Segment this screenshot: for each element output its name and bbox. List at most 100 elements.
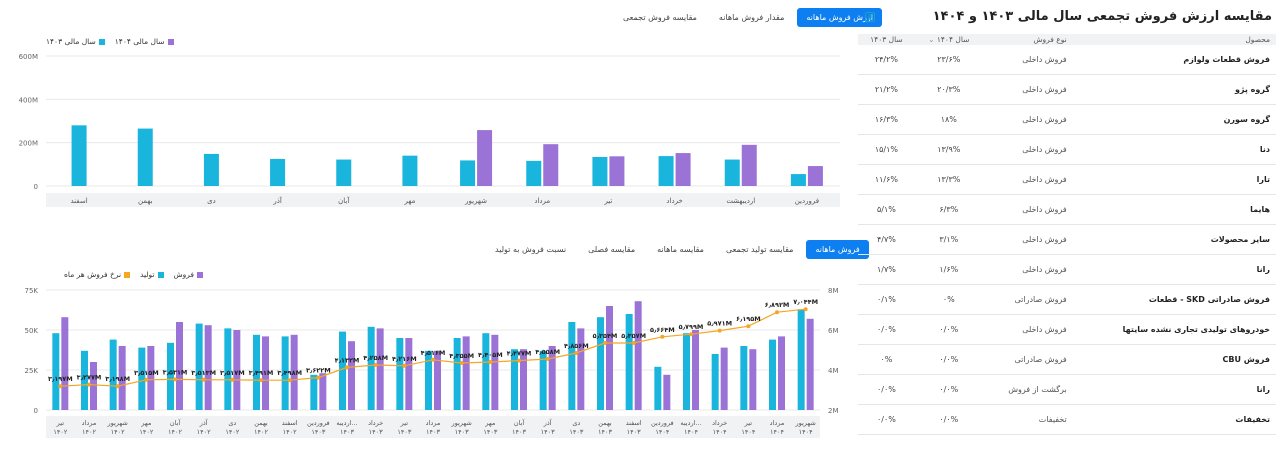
rate-point[interactable] [144, 377, 149, 382]
rate-point[interactable] [631, 341, 636, 345]
rate-point[interactable] [230, 377, 235, 382]
bar-sales[interactable] [462, 336, 470, 410]
bar-sales[interactable] [606, 306, 613, 410]
table-row[interactable]: دنا فروش داخلی ۱۳/۹% ۱۵/۱% [858, 134, 1276, 165]
rate-point[interactable] [431, 357, 435, 362]
bar-sales[interactable] [806, 318, 814, 410]
bar-sales[interactable] [262, 336, 269, 410]
bar-sales[interactable] [147, 346, 155, 410]
bar-production[interactable] [281, 336, 289, 410]
bar-production[interactable] [453, 338, 461, 410]
bar-production[interactable] [711, 354, 719, 410]
bar-production[interactable] [769, 339, 776, 410]
bar-production[interactable] [539, 350, 547, 410]
bar-sales[interactable] [491, 334, 499, 410]
rate-point[interactable] [402, 363, 407, 368]
tab-seasonal-comparison[interactable]: مقایسه فصلی [588, 245, 636, 254]
rate-point[interactable] [689, 332, 693, 337]
table-row[interactable]: رانا برگشت از فروش ۰/۰% ۰/۰% [858, 374, 1276, 405]
rate-point[interactable] [459, 361, 464, 365]
rate-point[interactable] [173, 377, 177, 382]
bar-production[interactable] [740, 346, 748, 410]
bar-sales[interactable] [61, 317, 69, 410]
legend-item-1404[interactable]: سال مالی ۱۴۰۴ [115, 37, 174, 46]
table-row[interactable]: تارا فروش داخلی ۱۳/۳% ۱۱/۶% [858, 164, 1276, 195]
bar-1403[interactable] [137, 128, 153, 186]
table-row[interactable]: فروش قطعات ولوازم فروش داخلی ۲۳/۶% ۲۴/۲% [858, 45, 1276, 75]
bar-sales[interactable] [520, 349, 527, 410]
tab-monthly-sales-quantity[interactable]: مقدار فروش ماهانه [718, 13, 785, 22]
rate-point[interactable] [373, 363, 378, 367]
bar-1404[interactable] [477, 130, 493, 186]
bar-sales[interactable] [749, 349, 757, 410]
bar-production[interactable] [511, 349, 518, 410]
table-row[interactable]: هایما فروش داخلی ۶/۳% ۵/۱% [858, 194, 1276, 225]
col-header-sale-type[interactable]: نوع فروش [982, 34, 1073, 45]
bar-1404[interactable] [741, 144, 757, 186]
bar-production[interactable] [625, 314, 633, 410]
table-row[interactable]: فروش صادراتی SKD - قطعات فروش صادراتی ۰% ۰/… [858, 284, 1276, 315]
rate-point[interactable] [803, 307, 808, 312]
rate-point[interactable] [316, 375, 321, 380]
bar-production[interactable] [310, 374, 318, 410]
rate-point[interactable] [775, 310, 779, 315]
bar-production[interactable] [797, 309, 805, 410]
col-header-product[interactable]: محصول [1072, 34, 1276, 45]
bar-1403[interactable] [460, 160, 476, 186]
bar-sales[interactable] [204, 325, 212, 410]
bar-production[interactable] [81, 350, 88, 410]
rate-point[interactable] [58, 384, 63, 389]
bar-1404[interactable] [675, 153, 691, 186]
bar-1403[interactable] [658, 156, 674, 186]
rate-point[interactable] [660, 334, 665, 339]
bar-production[interactable] [597, 317, 604, 410]
bar-1404[interactable] [807, 166, 823, 186]
rate-point[interactable] [746, 324, 751, 329]
bar-1403[interactable] [336, 159, 352, 186]
bar-production[interactable] [109, 339, 117, 410]
export-icon[interactable] [864, 11, 876, 23]
bar-sales[interactable] [90, 362, 97, 410]
legend-item-production[interactable]: تولید [140, 270, 164, 279]
bar-production[interactable] [52, 333, 60, 410]
bar-1403[interactable] [724, 159, 740, 186]
bar-sales[interactable] [233, 330, 241, 410]
tab-sales-to-production-ratio[interactable]: نسبت فروش به تولید [495, 245, 567, 254]
bar-sales[interactable] [290, 334, 298, 410]
bar-sales[interactable] [118, 346, 126, 410]
bar-sales[interactable] [778, 336, 785, 410]
rate-point[interactable] [717, 328, 722, 333]
bar-1403[interactable] [790, 174, 806, 186]
bar-sales[interactable] [319, 373, 327, 410]
bar-production[interactable] [167, 342, 174, 410]
legend-item-rate[interactable]: نرخ فروش هر ماه [64, 270, 131, 279]
bar-production[interactable] [253, 334, 260, 410]
rate-point[interactable] [517, 358, 521, 363]
col-header-1404[interactable]: سال ۱۴۰۴ ⌄ [914, 34, 983, 45]
rate-point[interactable] [201, 377, 206, 382]
table-row[interactable]: تخفیفات تخفیفات ۰/۰% ۰/۰% [858, 404, 1276, 435]
bar-sales[interactable] [434, 350, 441, 410]
tab-cumulative-production[interactable]: مقایسه تولید تجمعی [725, 245, 794, 254]
rate-point[interactable] [115, 384, 120, 389]
bar-production[interactable] [367, 326, 375, 410]
col-header-1403[interactable]: سال ۱۴۰۳ [858, 34, 915, 45]
table-row[interactable]: فروش CBU فروش صادراتی ۰/۰% ۰% [858, 344, 1276, 375]
bar-sales[interactable] [548, 346, 556, 410]
bar-1403[interactable] [592, 156, 608, 186]
bar-sales[interactable] [176, 322, 183, 410]
legend-item-sales[interactable]: فروش [174, 270, 204, 279]
bar-sales[interactable] [663, 374, 671, 410]
bar-sales[interactable] [405, 338, 413, 410]
rate-point[interactable] [345, 365, 349, 370]
table-row[interactable]: خودروهای تولیدی تجاری نشده سایتها فروش دا… [858, 314, 1276, 345]
bar-production[interactable] [425, 350, 432, 410]
bar-sales[interactable] [634, 301, 642, 410]
tab-cumulative-sales-comparison[interactable]: مقایسه فروش تجمعی [623, 13, 697, 22]
bar-sales[interactable] [376, 328, 384, 410]
rate-point[interactable] [603, 341, 607, 345]
bar-1403[interactable] [526, 160, 542, 186]
tab-monthly-sales[interactable]: فروش ماهانه [806, 240, 869, 259]
rate-point[interactable] [545, 357, 550, 361]
bar-production[interactable] [568, 322, 576, 410]
